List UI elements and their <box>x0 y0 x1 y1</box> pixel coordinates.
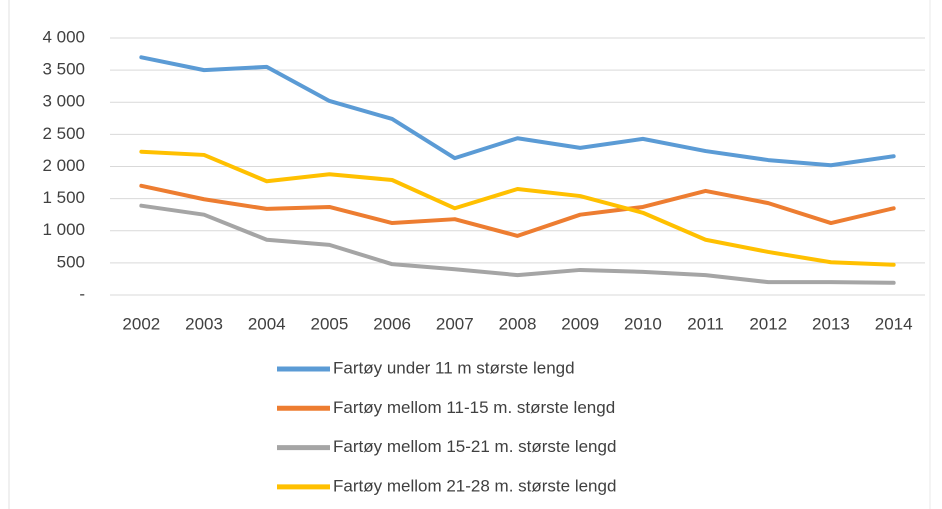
legend-label: Fartøy mellom 15-21 m. største lengd <box>333 437 616 456</box>
y-tick-label: 4 000 <box>42 27 85 46</box>
x-tick-label: 2007 <box>436 314 474 333</box>
x-tick-label: 2009 <box>561 314 599 333</box>
series-line <box>139 183 896 238</box>
x-tick-label: 2014 <box>875 314 913 333</box>
x-tick-label: 2008 <box>499 314 537 333</box>
x-tick-label: 2003 <box>185 314 223 333</box>
legend-label: Fartøy mellom 21-28 m. største lengd <box>333 476 616 495</box>
y-tick-label: 500 <box>57 252 85 271</box>
y-tick-label: 3 500 <box>42 60 85 79</box>
series-line <box>139 55 896 168</box>
y-tick-label: 1 500 <box>42 188 85 207</box>
x-tick-label: 2002 <box>122 314 160 333</box>
x-tick-label: 2010 <box>624 314 662 333</box>
legend-label: Fartøy mellom 11-15 m. største lengd <box>333 398 615 417</box>
y-tick-label: 2 500 <box>42 124 85 143</box>
x-tick-label: 2005 <box>311 314 349 333</box>
y-tick-label: 1 000 <box>42 220 85 239</box>
series-line <box>139 203 896 285</box>
x-tick-label: 2012 <box>749 314 787 333</box>
x-tick-label: 2006 <box>373 314 411 333</box>
y-tick-label: 2 000 <box>42 156 85 175</box>
series-line <box>139 149 896 267</box>
legend-label: Fartøy under 11 m største lengd <box>333 358 575 377</box>
x-tick-label: 2011 <box>687 314 724 333</box>
y-tick-label: - <box>79 284 85 303</box>
y-tick-label: 3 000 <box>42 92 85 111</box>
x-tick-label: 2004 <box>248 314 286 333</box>
x-tick-label: 2013 <box>812 314 850 333</box>
